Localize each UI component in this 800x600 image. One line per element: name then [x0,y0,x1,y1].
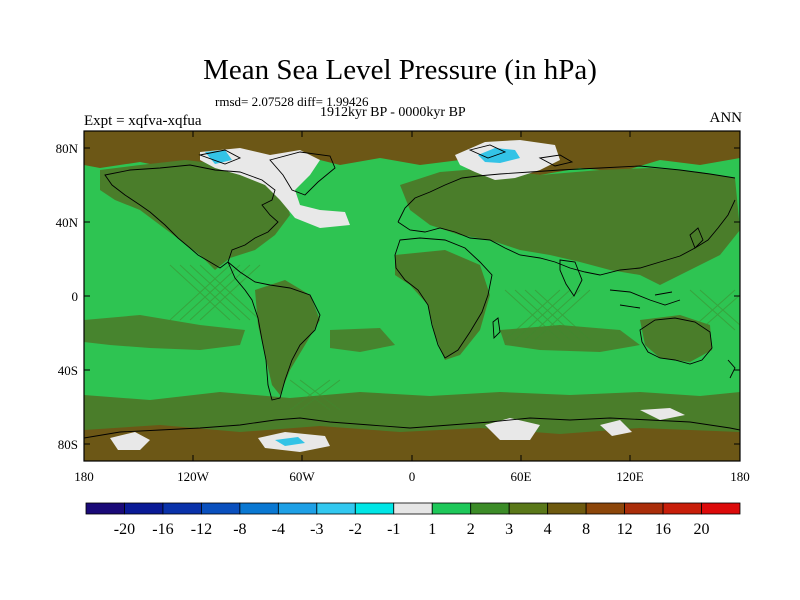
lat-label-40s: 40S [58,363,78,378]
lon-label-120e: 120E [616,469,644,484]
lon-label-180w: 180 [74,469,94,484]
colorbar-swatch [277,502,318,515]
colorbar-swatch [354,502,395,515]
colorbar-label: 3 [505,521,513,538]
antarctic-low-west [110,432,150,450]
colorbar [85,502,741,515]
colorbar-swatch [701,502,741,515]
colorbar-label: -12 [191,521,212,538]
colorbar-label: -16 [152,521,173,538]
colorbar-label: 1 [428,521,436,538]
colorbar-swatch [393,502,433,515]
colorbar-label: -20 [114,521,135,538]
south-pacific-band [84,315,245,350]
lon-label-120w: 120W [177,469,210,484]
colorbar-swatch [585,502,625,515]
colorbar-swatch [316,502,356,515]
indian-ocean-band [500,325,640,352]
colorbar-swatch [547,502,587,515]
colorbar-label: -2 [349,521,362,538]
lat-label-80s: 80S [58,437,78,452]
season-label: ANN [709,110,743,126]
africa-field [395,250,490,360]
coastlines [84,144,740,439]
colorbar-swatch [201,502,241,515]
south-america-field [255,280,320,395]
stats-text: rmsd= 2.07528 diff= 1.99426 [215,94,369,109]
colorbar-labels: -20 -16 -12 -8 -4 -3 -2 -1 1 2 3 4 8 12 16 20 [114,521,710,538]
colorbar-swatch [624,502,664,515]
colorbar-label: -3 [310,521,323,538]
antarctic-high-band [84,425,740,461]
colorbar-swatch [470,502,510,515]
antarctic-low-pacific [640,408,685,420]
north-america-field [100,160,290,270]
antarctic-negative [275,437,305,446]
barents-negative [478,148,520,163]
tick-marks [84,131,740,461]
colorbar-swatch [162,502,202,515]
lon-label-60w: 60W [289,469,315,484]
lon-label-60e: 60E [511,469,532,484]
colorbar-label: 12 [617,521,633,538]
colorbar-label: -1 [387,521,400,538]
lon-label-0: 0 [409,469,416,484]
page-title: Mean Sea Level Pressure (in hPa) [203,54,597,86]
colorbar-swatch [431,502,472,515]
lat-label-40n: 40N [56,215,79,230]
lat-label-eq: 0 [72,289,79,304]
map-field [84,131,740,461]
latitude-labels: 80N 40N 0 40S 80S [56,141,79,452]
south-atlantic-band [330,328,395,352]
colorbar-label: -4 [272,521,285,538]
arctic-negative [205,150,232,164]
colorbar-label: 20 [694,521,710,538]
period-text: 1912kyr BP - 0000kyr BP [320,105,466,120]
colorbar-swatch [85,502,125,515]
colorbar-swatch [124,502,164,515]
colorbar-swatch [239,502,279,515]
colorbar-label: 4 [544,521,552,538]
lat-label-80n: 80N [56,141,79,156]
colorbar-label: 16 [655,521,671,538]
antarctic-low-small [600,420,632,436]
colorbar-label: -8 [233,521,246,538]
eurasia-field [400,168,740,285]
lon-label-180e: 180 [730,469,750,484]
colorbar-label: 2 [467,521,475,538]
longitude-labels: 180 120W 60W 0 60E 120E 180 [74,469,750,484]
colorbar-label: 8 [582,521,590,538]
antarctic-low-east [485,418,540,440]
north-high-pressure-band [84,131,740,175]
colorbar-swatch [662,502,702,515]
greenland-low [200,148,350,228]
hatching [169,264,740,411]
colorbar-swatch [508,502,549,515]
experiment-label: Expt = xqfva-xqfua [84,113,202,129]
